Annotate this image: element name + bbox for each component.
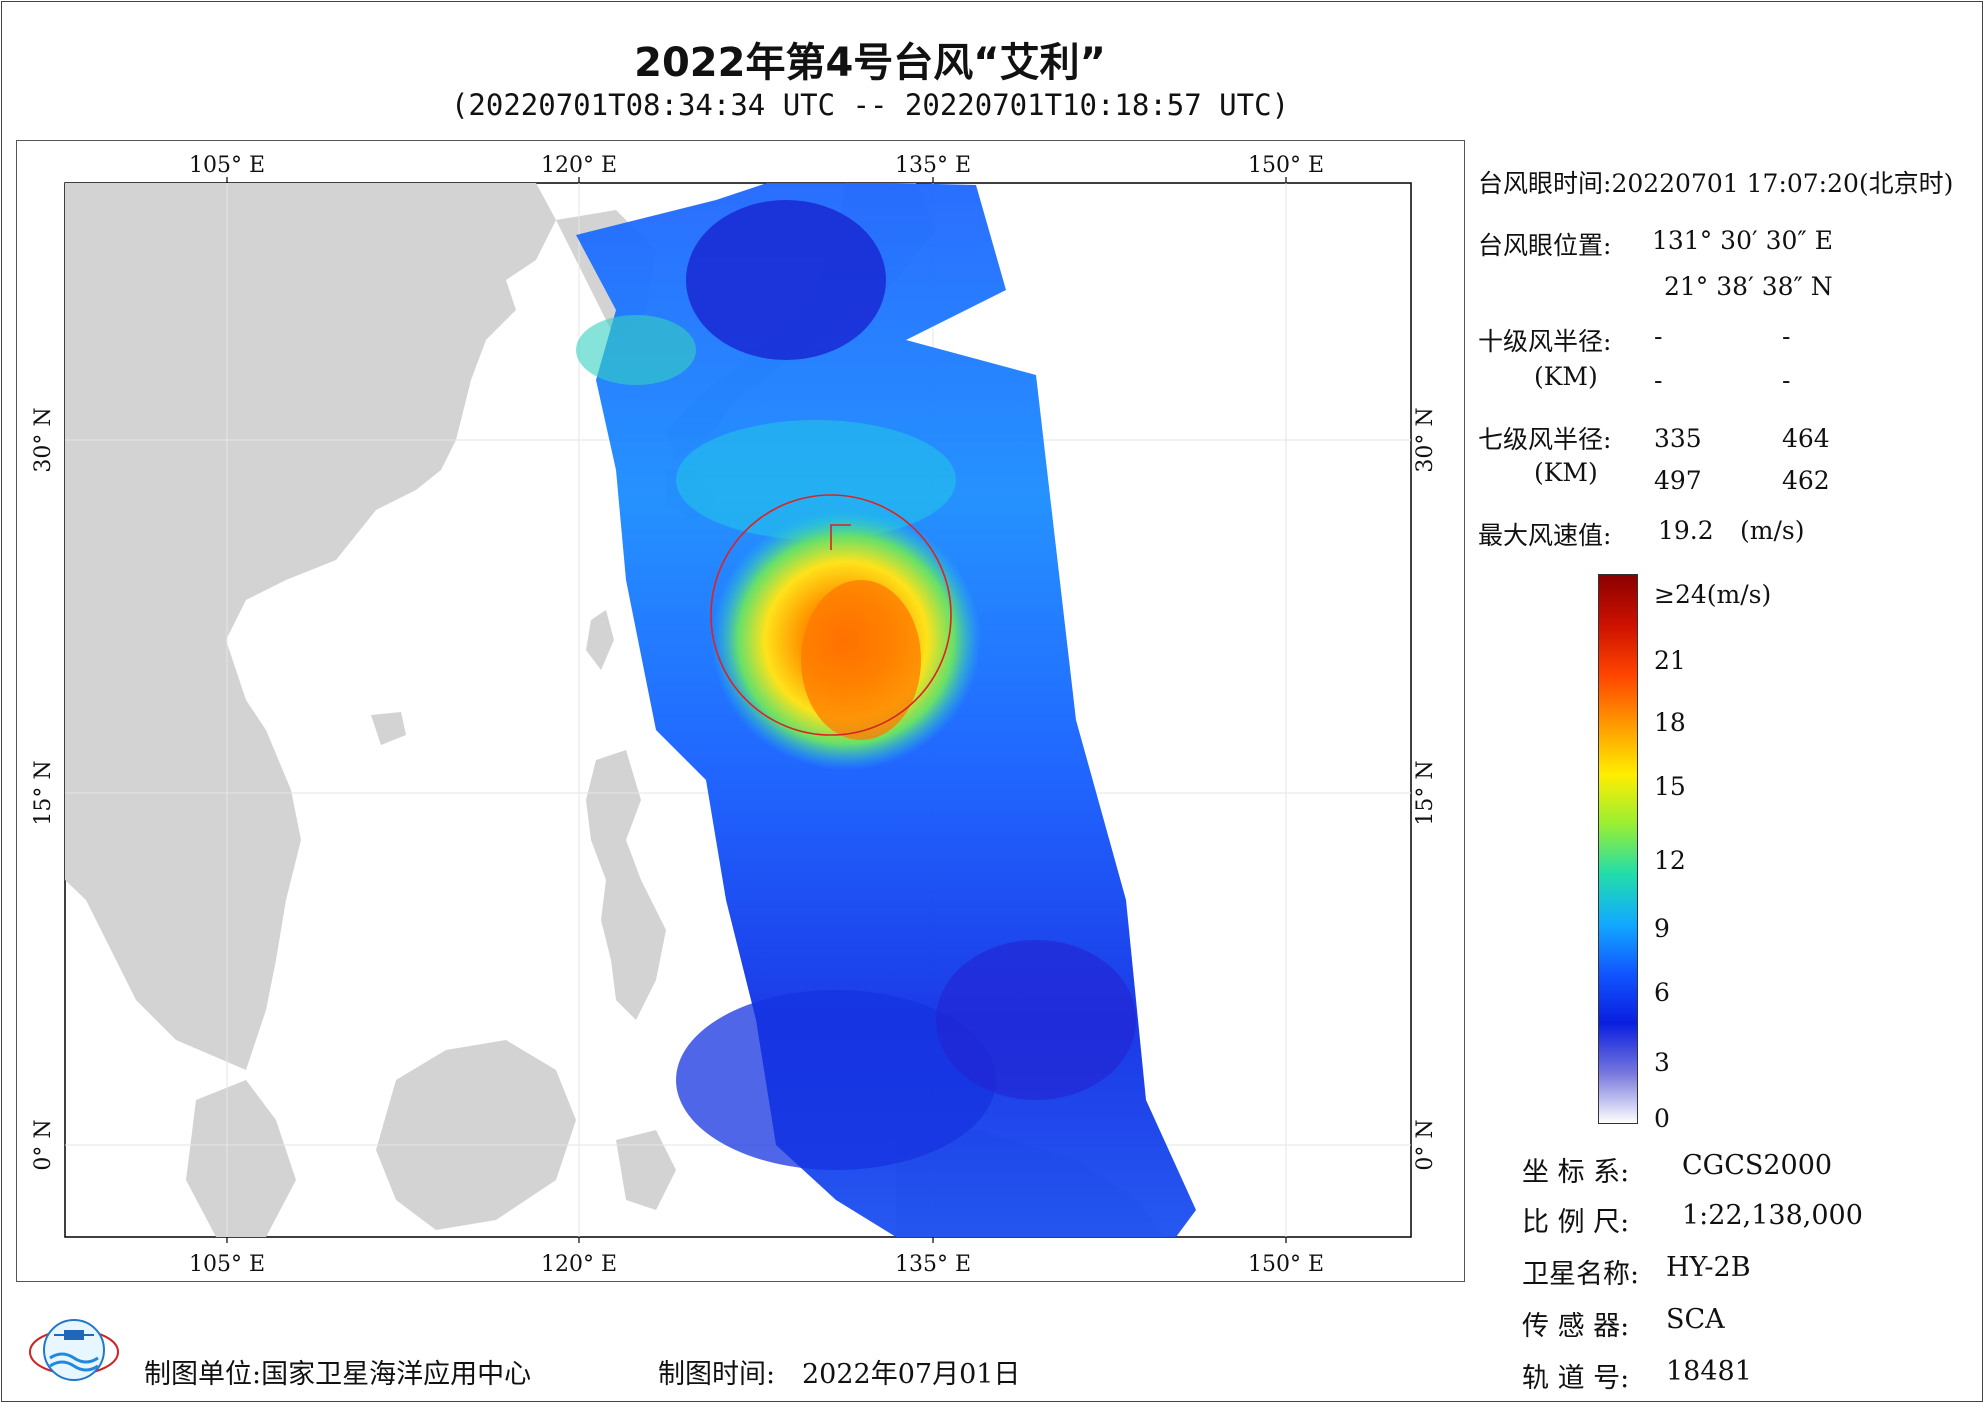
r10-label: 十级风半径: [1478,327,1612,356]
eye-position: 台风眼位置: [1478,226,1611,262]
wind-field-map: 105° E 120° E 135° E 150° E 105° E 120° … [31,153,1438,1277]
legend-label-0: 0 [1654,1104,1670,1133]
map-subtitle: (20220701T08:34:34 UTC -- 20220701T10:18… [450,88,1290,122]
orbit-value: 18481 [1666,1356,1752,1387]
maker-value: 国家卫星海洋应用中心 [261,1359,532,1390]
legend-label-21: 21 [1654,646,1686,675]
r7-value-ne: 335 [1654,424,1702,453]
footer-maker: 制图单位:国家卫星海洋应用中心 [144,1352,531,1391]
crs-label: 坐 标 系: [1522,1157,1630,1188]
lat-label-right-30: 30° N [1413,407,1438,472]
lon-label-bottom-150: 150° E [1248,1252,1324,1277]
lat-label-right-0: 0° N [1413,1119,1438,1170]
legend-label-15: 15 [1654,772,1686,801]
sensor-value: SCA [1666,1304,1725,1335]
lon-label-top-135: 135° E [895,153,971,178]
orbit-label: 轨 道 号: [1522,1363,1630,1394]
eye-lat: 21° 38′ 38″ N [1664,272,1833,301]
r10-value-sw: - [1654,366,1663,395]
eye-time: 台风眼时间:20220701 17:07:20(北京时) [1478,164,1953,200]
satellite-label: 卫星名称: [1522,1259,1640,1290]
max-wind: 最大风速值: [1478,516,1611,552]
wind-radius-circle [710,494,952,736]
lat-label-left-0: 0° N [31,1119,56,1170]
scale-label: 比 例 尺: [1522,1207,1630,1238]
max-wind-label: 最大风速值: [1478,521,1612,550]
sensor-label: 传 感 器: [1522,1311,1630,1342]
maker-label: 制图单位: [144,1359,262,1390]
lon-label-bottom-120: 120° E [541,1252,617,1277]
map-frame [16,140,1465,1282]
footer-date-label: 制图时间: [658,1359,776,1390]
legend-label-18: 18 [1654,708,1686,737]
r7-label: 七级风半径: [1478,425,1612,454]
lon-label-bottom-105: 105° E [189,1252,265,1277]
wind-speed-colorbar [1598,574,1638,1124]
crs-value: CGCS2000 [1682,1150,1833,1181]
lat-label-left-15: 15° N [31,760,56,825]
wind-swath [576,183,1196,1237]
scale-value: 1:22,138,000 [1682,1200,1863,1231]
eye-time-label: 台风眼时间: [1478,169,1612,198]
lat-label-left-30: 30° N [31,407,56,472]
eye-lon: 131° 30′ 30″ E [1652,226,1833,255]
r7-value-nw: 462 [1782,466,1830,495]
lon-label-top-150: 150° E [1248,153,1324,178]
lon-label-top-105: 105° E [189,153,265,178]
r10-value-ne: - [1654,322,1663,351]
map-title: 2022年第4号台风“艾利” [634,40,1106,86]
r7-value-se: 464 [1782,424,1830,453]
lon-label-top-120: 120° E [541,153,617,178]
max-wind-unit: (m/s) [1740,516,1805,545]
r10-value-nw: - [1782,366,1791,395]
nsoas-logo [29,1319,119,1381]
lon-label-bottom-135: 135° E [895,1252,971,1277]
r7-unit: (KM) [1534,458,1598,487]
legend-label-24: ≥24(m/s) [1654,580,1772,609]
eye-position-label: 台风眼位置: [1478,231,1612,260]
legend-label-6: 6 [1654,978,1670,1007]
legend-label-9: 9 [1654,914,1670,943]
max-wind-value: 19.2 [1658,516,1714,545]
eye-time-value: 20220701 17:07:20(北京时) [1611,169,1954,198]
r7-value-sw: 497 [1654,466,1702,495]
satellite-value: HY-2B [1666,1252,1751,1283]
r10-unit: (KM) [1534,362,1598,391]
tick-marks [226,177,1287,1243]
legend-label-3: 3 [1654,1048,1670,1077]
r10-value-se: - [1782,322,1791,351]
footer-date-value: 2022年07月01日 [802,1359,1021,1390]
lat-label-right-15: 15° N [1413,760,1438,825]
legend-label-12: 12 [1654,846,1686,875]
